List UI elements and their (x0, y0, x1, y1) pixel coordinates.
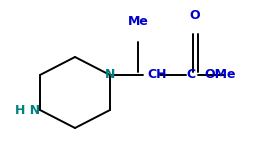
Text: Me: Me (128, 15, 148, 28)
Text: H N: H N (15, 104, 41, 117)
Text: N: N (105, 68, 115, 82)
Text: OMe: OMe (204, 68, 235, 82)
Text: CH: CH (147, 68, 167, 82)
Text: C: C (186, 68, 196, 82)
Text: O: O (190, 9, 200, 22)
